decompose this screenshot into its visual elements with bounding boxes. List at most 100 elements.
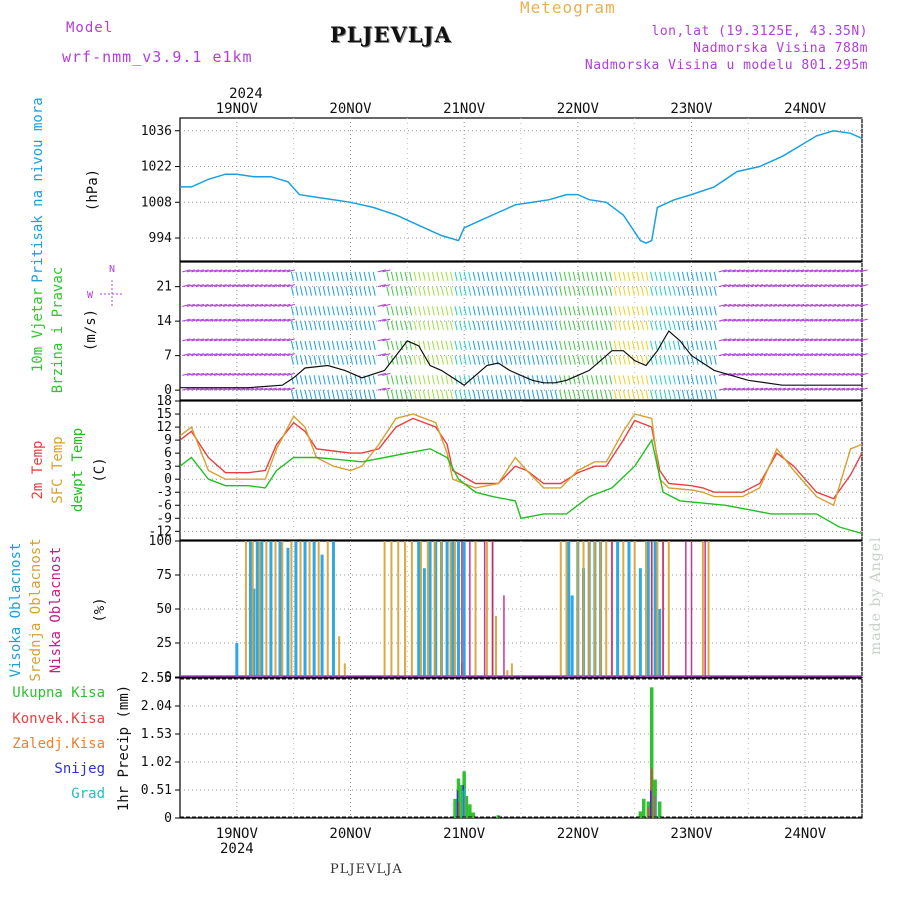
wind-barb	[814, 353, 823, 357]
wind-barb	[363, 286, 367, 296]
wind-barb	[691, 321, 694, 331]
wind-barb	[732, 338, 741, 342]
elevation: Nadmorska Visina 788m	[693, 41, 868, 56]
wind-barb	[650, 321, 654, 331]
wind-barb	[650, 306, 654, 316]
wind-barb	[345, 286, 349, 296]
cloud-bar-mid	[622, 541, 625, 677]
y-tick-label: 100	[149, 534, 172, 549]
wind-barb	[440, 390, 444, 400]
wind-barb	[195, 387, 205, 391]
wind-barb	[686, 271, 690, 281]
wind-barb	[609, 390, 613, 400]
wind-barb	[232, 269, 241, 273]
wind-barb	[318, 375, 322, 385]
wind-barb	[759, 353, 768, 357]
wind-barb	[459, 340, 463, 350]
wind-barb	[490, 390, 494, 400]
wind-barb	[572, 340, 576, 350]
cloud-bar-mid	[645, 541, 648, 677]
date-bottom-24NOV: 24NOV	[784, 826, 827, 842]
wind-unit: (m/s)	[83, 309, 99, 351]
wind-barb	[282, 353, 291, 357]
wind-barb	[277, 353, 286, 357]
wind-barb	[382, 353, 391, 357]
wind-barb	[586, 340, 590, 350]
wind-barb	[236, 338, 245, 342]
wind-barb	[472, 286, 476, 296]
wind-barb	[791, 318, 800, 322]
wind-barb	[259, 269, 268, 273]
wind-barb	[845, 372, 855, 376]
wind-barb	[273, 372, 282, 376]
wind-barb	[750, 338, 759, 342]
wind-barb	[191, 284, 200, 288]
wind-barb	[627, 390, 631, 400]
wind-barb	[427, 355, 431, 365]
wind-barb	[795, 353, 805, 357]
cloud-bar-low	[491, 541, 494, 677]
wind-barb	[245, 318, 255, 322]
wind-barb	[832, 269, 841, 273]
wind-barb	[782, 284, 791, 288]
wind-barb	[318, 340, 322, 350]
wind-barb	[581, 355, 585, 365]
wind-barb	[422, 271, 426, 281]
wind-barb	[527, 355, 531, 365]
wind-barb	[481, 271, 485, 281]
wind-barb	[791, 284, 800, 288]
wind-barb	[359, 271, 363, 281]
wind-barb	[686, 340, 690, 350]
wind-barb	[527, 375, 531, 385]
wind-barb	[273, 284, 282, 288]
wind-barb	[445, 271, 449, 281]
cloud-bar-high	[434, 541, 438, 677]
wind-barb	[468, 321, 472, 331]
wind-barb	[509, 340, 513, 350]
wind-barb	[413, 286, 417, 296]
y-tick-label: 21	[156, 280, 172, 295]
wind-barb	[368, 355, 372, 365]
wind-barb	[773, 303, 782, 307]
cloud-bar-high	[451, 541, 455, 677]
cloud-bar-high	[627, 541, 631, 677]
wind-barb	[372, 306, 376, 316]
wind-barb	[559, 271, 563, 281]
wind-barb	[359, 286, 363, 296]
wind-barb	[527, 321, 531, 331]
wind-barb	[709, 321, 713, 331]
cloud-bar-high	[312, 541, 316, 677]
wind-barb	[436, 375, 440, 385]
wind-barb	[459, 286, 463, 296]
wind-barb	[850, 303, 859, 307]
wind-barb	[354, 321, 358, 331]
wind-barb	[472, 340, 476, 350]
wind-barb	[604, 390, 608, 400]
wind-barb	[618, 355, 622, 365]
wind-barb	[650, 340, 654, 350]
wind-barb	[200, 284, 209, 288]
precip-total-bar	[462, 771, 466, 818]
wind-barb	[709, 271, 713, 281]
wind-barb	[345, 306, 349, 316]
wind-barb	[209, 303, 218, 307]
wind-barb	[413, 375, 417, 385]
wind-barb	[718, 284, 727, 288]
wind-barb	[290, 375, 294, 385]
wind-barb	[718, 318, 727, 322]
precip-conv-bar	[647, 807, 650, 818]
wind-barb	[709, 286, 713, 296]
wind-barb	[518, 306, 522, 316]
wind-barb	[773, 372, 782, 376]
wind-barb	[200, 372, 209, 376]
wind-barb	[313, 321, 317, 331]
wind-barb	[627, 375, 631, 385]
wind-barb	[504, 340, 508, 350]
wind-barb	[218, 303, 227, 307]
wind-barb	[468, 306, 472, 316]
wind-barb	[368, 375, 372, 385]
wind-barb	[295, 321, 299, 331]
wind-barb	[445, 340, 449, 350]
date-bottom-21NOV: 21NOV	[443, 826, 486, 842]
wind-barb	[600, 340, 604, 350]
